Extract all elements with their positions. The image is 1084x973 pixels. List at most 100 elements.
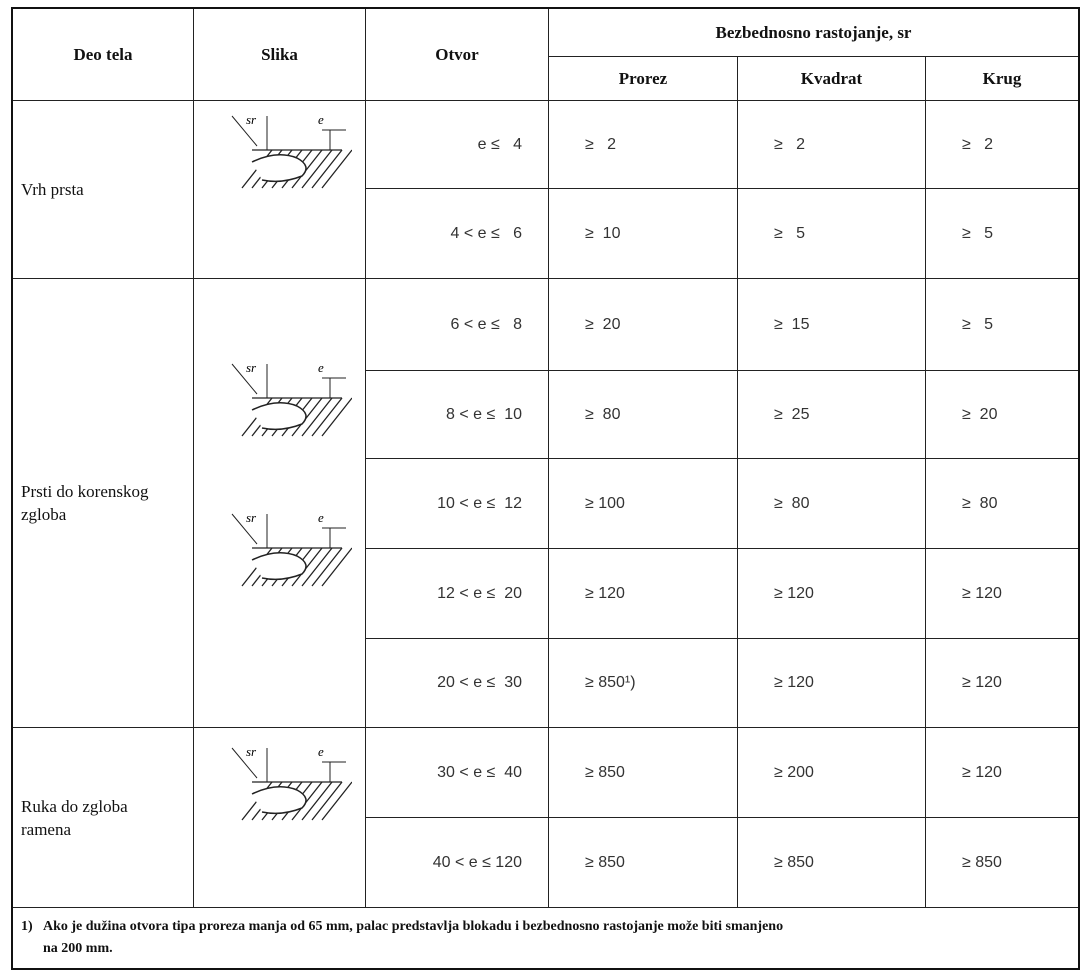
safety-distance: ≥ 850: [548, 817, 738, 908]
figure: sr e: [231, 360, 352, 437]
safety-distance-text: ≥ 120: [774, 674, 814, 691]
figure-label: sr: [246, 360, 257, 375]
column-header: Krug: [925, 56, 1079, 101]
safety-distance: ≥ 2: [925, 100, 1079, 189]
opening: 30 < e ≤ 40: [365, 727, 549, 818]
figure-label: e: [318, 744, 324, 759]
figure: sr e: [231, 744, 352, 821]
safety-distance: ≥ 2: [737, 100, 926, 189]
opening-text: 30 < e ≤ 40: [437, 763, 522, 781]
safety-distance: ≥ 20: [925, 370, 1079, 459]
safety-distance: ≥ 850¹): [548, 638, 738, 728]
footnote-text: Ako je dužina otvora tipa proreza manja …: [43, 919, 784, 934]
safety-distance-text: ≥ 2: [962, 135, 994, 153]
safety-distance: ≥ 80: [548, 370, 738, 459]
safety-distance-text: ≥ 120: [962, 763, 1002, 781]
safety-distance-text: ≥ 850: [585, 763, 625, 781]
safety-distance: ≥ 15: [737, 278, 926, 371]
footnote-line: 1) Ako je dužina otvora tipa proreza manj…: [21, 916, 1070, 938]
column-header: Deo tela: [12, 8, 194, 101]
safety-distance: ≥ 100: [548, 458, 738, 549]
column-header-text: Otvor: [435, 44, 479, 64]
figure-stroke: [291, 781, 323, 821]
figure-stroke: [311, 781, 343, 821]
safety-distance-text: ≥ 850¹): [585, 674, 636, 691]
figure-cell: [193, 278, 366, 728]
column-header-text: Slika: [261, 44, 298, 64]
opening-text: 6 < e ≤ 8: [450, 315, 523, 333]
safety-distance: ≥ 120: [925, 638, 1079, 728]
figure-label: sr: [246, 510, 257, 525]
safety-distance-text: ≥ 100: [585, 494, 625, 512]
safety-distance-text: ≥ 80: [962, 494, 998, 512]
opening: 20 < e ≤ 30: [365, 638, 549, 728]
opening: 10 < e ≤ 12: [365, 458, 549, 549]
footnote-line: na 200 mm.: [21, 938, 1070, 960]
opening-text: 10 < e ≤ 12: [437, 494, 522, 512]
safety-distance: ≥ 80: [925, 458, 1079, 549]
column-header-text: Prorez: [618, 68, 668, 88]
group-header-text: Bezbednosno rastojanje, sr: [715, 22, 912, 42]
safety-distance-text: ≥ 15: [774, 315, 810, 333]
safety-distance-text: ≥ 120: [962, 584, 1002, 602]
figure-label: e: [318, 510, 324, 525]
column-header-text: Krug: [982, 68, 1022, 88]
safety-distance-text: ≥ 120: [585, 584, 625, 602]
figure-stroke: [311, 397, 343, 437]
safety-distance-text: ≥ 10: [585, 224, 621, 242]
safety-distance: ≥ 5: [925, 278, 1079, 371]
figure-stroke: [251, 154, 307, 183]
column-header-text: Kvadrat: [800, 68, 863, 88]
opening: 6 < e ≤ 8: [365, 278, 549, 371]
figure-stroke: [321, 781, 352, 821]
safety-distance-text: ≥ 120: [962, 674, 1002, 691]
figure-label: e: [318, 360, 324, 375]
safety-distance: ≥ 120: [925, 727, 1079, 818]
figure-stroke: [231, 513, 258, 545]
safety-distance-text: ≥ 850: [774, 853, 814, 871]
safety-distance: ≥ 5: [737, 188, 926, 279]
figure-stroke: [301, 547, 333, 587]
safety-distance-text: ≥ 850: [585, 853, 625, 871]
column-header-text: Deo tela: [73, 44, 133, 64]
safety-distance: ≥ 850: [737, 817, 926, 908]
safety-distance: ≥ 5: [925, 188, 1079, 279]
figure-stroke: [251, 786, 307, 815]
safety-distance: ≥ 120: [925, 548, 1079, 639]
figure-stroke: [301, 781, 333, 821]
figure-stroke: [311, 547, 343, 587]
safety-distance-text: ≥ 5: [962, 315, 994, 333]
safety-distance-text: ≥ 5: [962, 224, 994, 242]
group-header: Bezbednosno rastojanje, sr: [548, 8, 1079, 57]
figure-stroke: [291, 547, 323, 587]
opening: 12 < e ≤ 20: [365, 548, 549, 639]
safety-distance: ≥ 20: [548, 278, 738, 371]
footnote: 1) Ako je dužina otvora tipa proreza manj…: [12, 907, 1079, 969]
figure-stroke: [301, 397, 333, 437]
safety-distance-text: ≥ 25: [774, 405, 810, 423]
figure-stroke: [231, 115, 258, 147]
safety-distance: ≥ 2: [548, 100, 738, 189]
figure-stroke: [291, 397, 323, 437]
footnote-marker: 1): [21, 919, 33, 934]
figure-label: e: [318, 112, 324, 127]
body-part-text: Vrh prsta: [21, 180, 84, 199]
safety-distance: ≥ 200: [737, 727, 926, 818]
safety-distance-text: ≥ 2: [585, 135, 617, 153]
figure-stroke: [231, 747, 258, 779]
column-header: Otvor: [365, 8, 549, 101]
column-header: Kvadrat: [737, 56, 926, 101]
opening-text: 20 < e ≤ 30: [437, 674, 522, 691]
figure-stroke: [321, 547, 352, 587]
safety-distance: ≥ 120: [737, 638, 926, 728]
figure-stroke: [231, 363, 258, 395]
column-header: Prorez: [548, 56, 738, 101]
body-part: Ruka do zgloba ramena: [12, 727, 194, 908]
figure-stroke: [291, 149, 323, 189]
figure: sr e: [231, 112, 352, 189]
safety-distance-text: ≥ 850: [962, 853, 1002, 871]
safety-distance-text: ≥ 80: [585, 405, 621, 423]
opening-text: 12 < e ≤ 20: [437, 584, 522, 602]
figure-stroke: [321, 149, 352, 189]
